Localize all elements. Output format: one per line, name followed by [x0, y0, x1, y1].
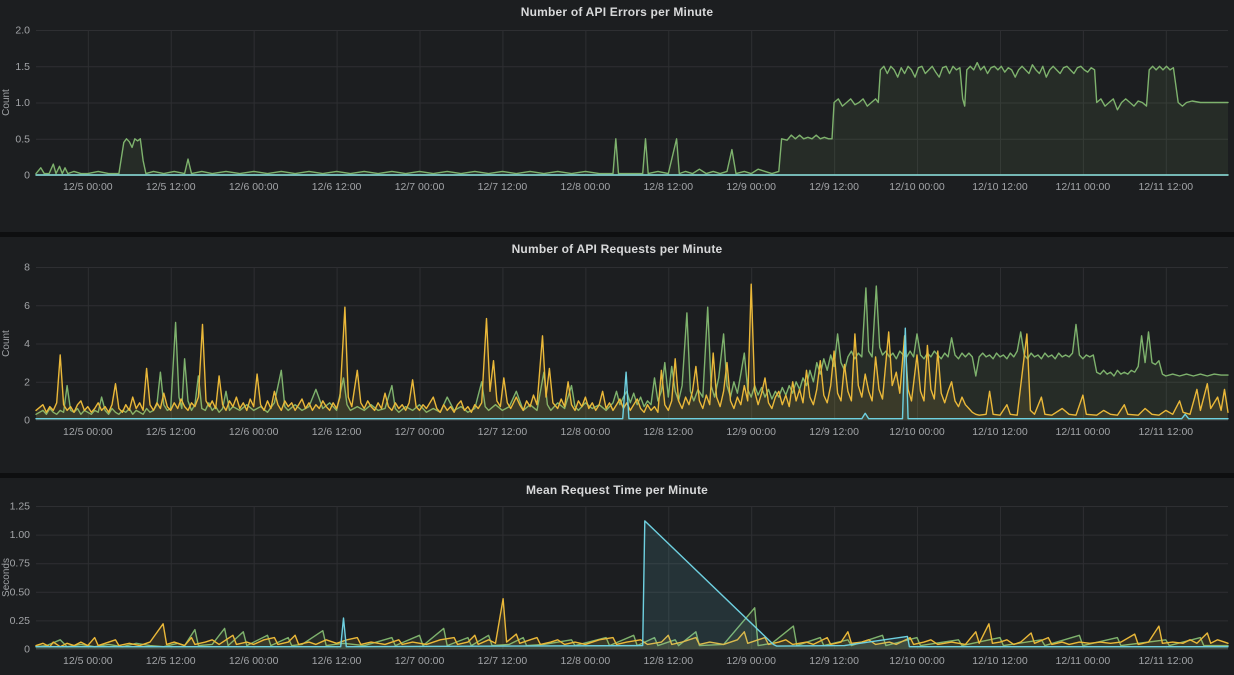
series-line-meantime-green — [35, 607, 1229, 648]
svg-text:8: 8 — [24, 262, 30, 274]
svg-text:12/6 12:00: 12/6 12:00 — [312, 655, 362, 667]
series-fill-errors-green — [36, 62, 1228, 175]
grid-lines — [36, 30, 1228, 176]
svg-text:12/8 12:00: 12/8 12:00 — [643, 181, 693, 193]
series-line-errors-green — [35, 61, 1229, 175]
svg-text:1.25: 1.25 — [10, 501, 31, 513]
svg-text:12/8 12:00: 12/8 12:00 — [643, 426, 693, 438]
svg-text:12/7 12:00: 12/7 12:00 — [478, 426, 528, 438]
y-axis-label: Seconds — [1, 558, 12, 597]
svg-text:1.5: 1.5 — [15, 61, 30, 73]
svg-text:12/9 12:00: 12/9 12:00 — [809, 655, 859, 667]
svg-text:1.00: 1.00 — [10, 529, 31, 541]
svg-text:12/11 12:00: 12/11 12:00 — [1138, 426, 1193, 438]
svg-text:12/11 00:00: 12/11 00:00 — [1056, 426, 1111, 438]
y-axis-label: Count — [1, 89, 12, 116]
svg-text:12/7 00:00: 12/7 00:00 — [395, 181, 445, 193]
svg-text:0: 0 — [24, 644, 30, 656]
svg-text:12/10 00:00: 12/10 00:00 — [889, 426, 945, 438]
svg-text:12/5 00:00: 12/5 00:00 — [63, 655, 113, 667]
svg-text:12/5 00:00: 12/5 00:00 — [63, 181, 113, 193]
graph-canvas-meantime[interactable]: 0 0.25 0.50 0.75 1.00 1.25 12/5 00:00 12/5 12:0… — [0, 478, 1234, 675]
panel-mean-request-time: Mean Request Time per Minute 0 0.25 0.50 0.… — [0, 478, 1234, 675]
grid-lines — [36, 506, 1228, 650]
grid-lines — [36, 267, 1228, 421]
y-axis-label: Count — [1, 330, 12, 357]
svg-text:12/5 00:00: 12/5 00:00 — [63, 426, 113, 438]
panel-api-errors: Number of API Errors per Minute 0 0.5 1.0 1… — [0, 0, 1234, 232]
graph-canvas-errors[interactable]: 0 0.5 1.0 1.5 2.0 12/5 00:00 12/5 12:00 12/6 00… — [0, 0, 1234, 232]
series-line-requests-green — [35, 285, 1229, 415]
svg-text:12/9 00:00: 12/9 00:00 — [726, 426, 776, 438]
x-axis-ticks: 12/5 00:00 12/5 12:00 12/6 00:00 12/6 12:00… — [63, 181, 1193, 193]
svg-text:12/5 12:00: 12/5 12:00 — [146, 655, 196, 667]
svg-text:12/7 12:00: 12/7 12:00 — [478, 655, 528, 667]
series-line-meantime-yellow — [35, 598, 1229, 648]
svg-text:1.0: 1.0 — [15, 97, 30, 109]
svg-text:12/8 12:00: 12/8 12:00 — [643, 655, 693, 667]
svg-text:12/10 12:00: 12/10 12:00 — [972, 426, 1028, 438]
svg-text:12/10 12:00: 12/10 12:00 — [972, 655, 1028, 667]
svg-text:0.5: 0.5 — [15, 133, 30, 145]
svg-text:12/6 00:00: 12/6 00:00 — [229, 426, 279, 438]
svg-text:2.0: 2.0 — [15, 25, 30, 37]
svg-text:12/11 12:00: 12/11 12:00 — [1138, 181, 1193, 193]
svg-text:12/8 00:00: 12/8 00:00 — [561, 655, 611, 667]
svg-text:0.50: 0.50 — [10, 586, 31, 598]
y-axis-ticks: 0 2 4 6 8 — [24, 262, 30, 427]
svg-text:0.25: 0.25 — [10, 615, 31, 627]
y-axis-ticks: 0 0.5 1.0 1.5 2.0 — [15, 25, 30, 182]
x-axis-ticks: 12/5 00:00 12/5 12:00 12/6 00:00 12/6 12:00… — [63, 426, 1193, 438]
svg-text:0: 0 — [24, 415, 30, 427]
svg-text:12/11 00:00: 12/11 00:00 — [1056, 181, 1111, 193]
svg-text:12/10 12:00: 12/10 12:00 — [972, 181, 1028, 193]
svg-text:12/9 00:00: 12/9 00:00 — [726, 181, 776, 193]
x-axis-ticks: 12/5 00:00 12/5 12:00 12/6 00:00 12/6 12:00… — [63, 655, 1193, 667]
svg-text:12/7 00:00: 12/7 00:00 — [395, 655, 445, 667]
svg-text:12/10 00:00: 12/10 00:00 — [889, 181, 945, 193]
svg-text:4: 4 — [24, 338, 30, 350]
svg-text:12/6 00:00: 12/6 00:00 — [229, 655, 279, 667]
panel-title[interactable]: Number of API Errors per Minute — [520, 5, 714, 19]
graph-canvas-requests[interactable]: 0 2 4 6 8 12/5 00:00 12/5 12:00 12/6 00:00 12/6 … — [0, 237, 1234, 473]
svg-text:12/8 00:00: 12/8 00:00 — [561, 426, 611, 438]
series-line-requests-yellow — [35, 283, 1229, 416]
svg-text:12/5 12:00: 12/5 12:00 — [146, 426, 196, 438]
svg-text:12/7 00:00: 12/7 00:00 — [395, 426, 445, 438]
panel-title[interactable]: Mean Request Time per Minute — [525, 483, 709, 497]
series-line-meantime-cyan — [35, 520, 1229, 648]
series-fill-meantime-yellow — [36, 598, 1228, 649]
y-axis-ticks: 0 0.25 0.50 0.75 1.00 1.25 — [10, 501, 31, 656]
series-fill-meantime-cyan — [36, 520, 1228, 649]
svg-text:2: 2 — [24, 376, 30, 388]
svg-text:12/9 12:00: 12/9 12:00 — [809, 426, 859, 438]
svg-text:12/8 00:00: 12/8 00:00 — [561, 181, 611, 193]
svg-text:12/9 00:00: 12/9 00:00 — [726, 655, 776, 667]
svg-text:12/11 12:00: 12/11 12:00 — [1138, 655, 1193, 667]
svg-text:12/6 12:00: 12/6 12:00 — [312, 181, 362, 193]
svg-text:12/7 12:00: 12/7 12:00 — [478, 181, 528, 193]
svg-text:6: 6 — [24, 300, 30, 312]
svg-text:0.75: 0.75 — [10, 558, 31, 570]
svg-text:12/6 00:00: 12/6 00:00 — [229, 181, 279, 193]
series-line-requests-cyan — [35, 327, 1229, 420]
svg-text:12/9 12:00: 12/9 12:00 — [809, 181, 859, 193]
svg-text:0: 0 — [24, 170, 30, 182]
panel-api-requests: Number of API Requests per Minute 0 2 4 6 8 1… — [0, 237, 1234, 473]
svg-text:12/5 12:00: 12/5 12:00 — [146, 181, 196, 193]
svg-text:12/6 12:00: 12/6 12:00 — [312, 426, 362, 438]
svg-text:12/10 00:00: 12/10 00:00 — [889, 655, 945, 667]
svg-text:12/11 00:00: 12/11 00:00 — [1056, 655, 1111, 667]
panel-title[interactable]: Number of API Requests per Minute — [511, 242, 723, 256]
